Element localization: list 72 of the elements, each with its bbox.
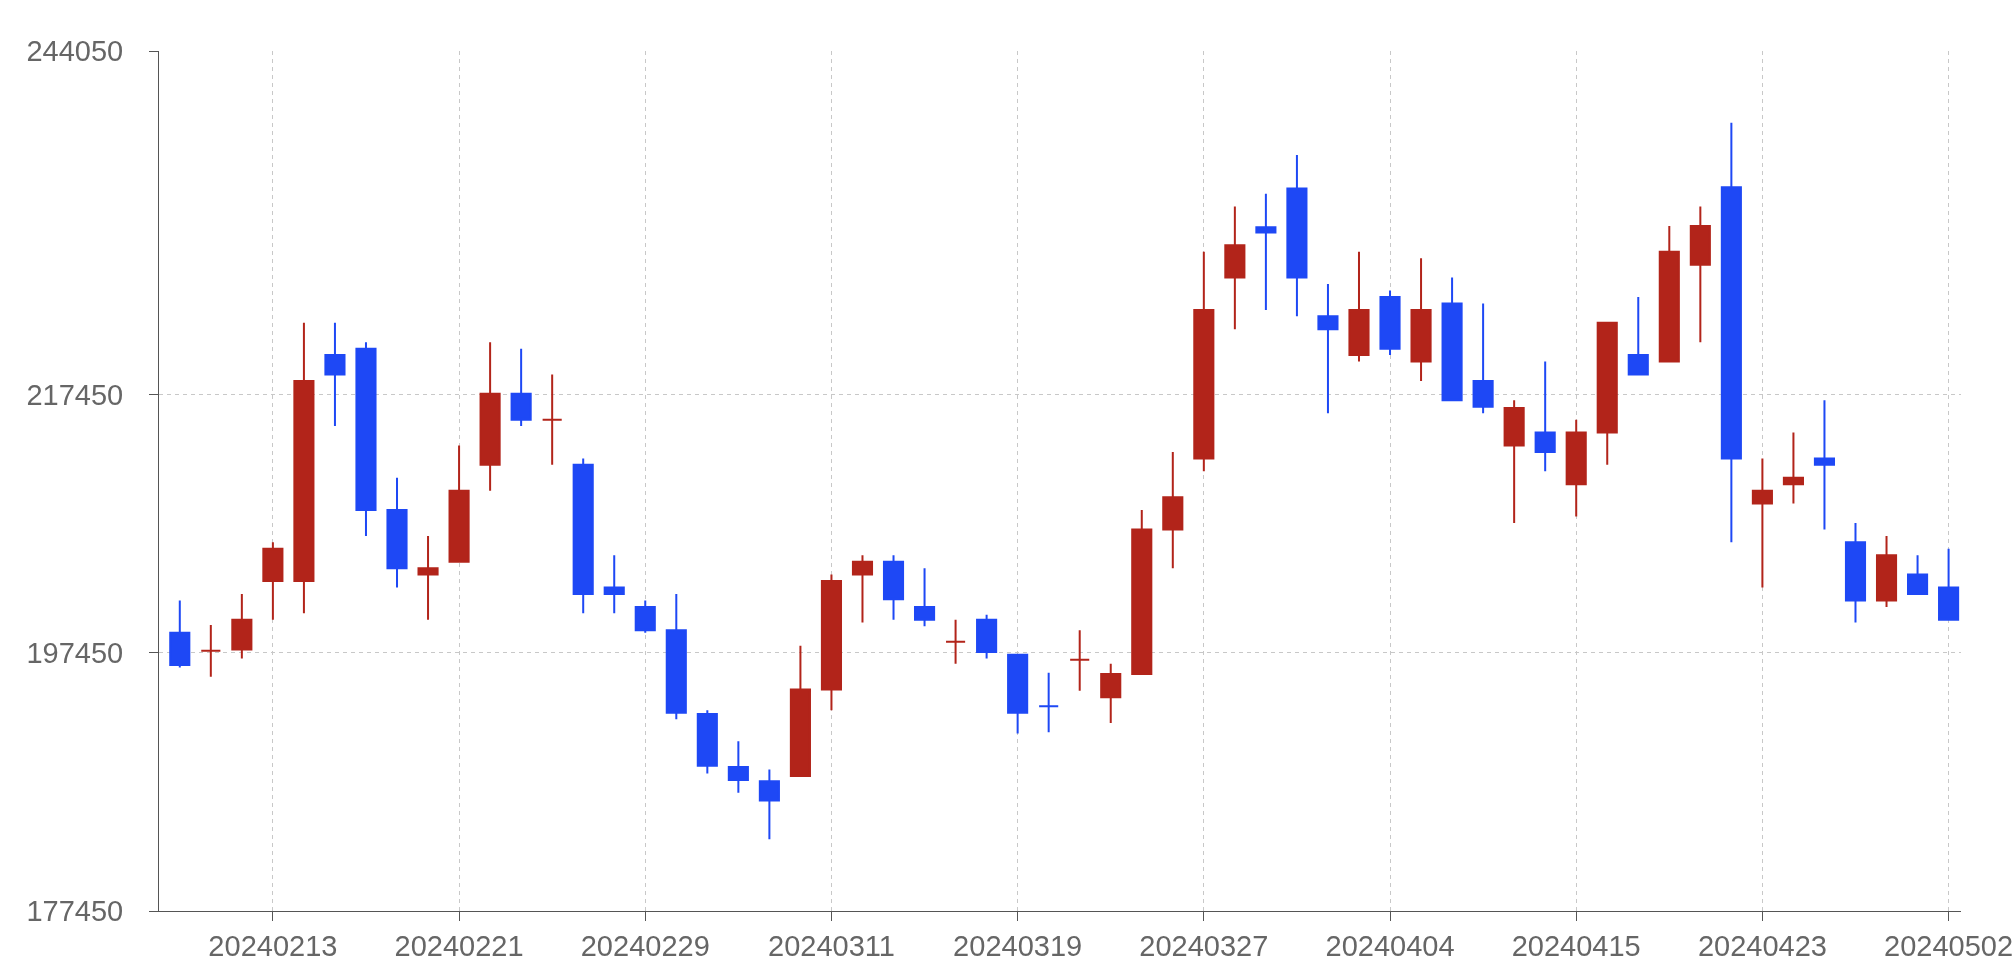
candlestick xyxy=(355,341,377,537)
candlestick xyxy=(1317,283,1339,415)
candlestick xyxy=(820,573,843,712)
candlestick xyxy=(1410,257,1432,382)
x-tick-label: 20240423 xyxy=(1697,929,1827,962)
candlestick xyxy=(913,567,936,628)
y-tick-label: 177450 xyxy=(26,895,124,928)
candlestick xyxy=(634,599,656,634)
candlestick xyxy=(1131,509,1153,676)
y-tick-label: 217450 xyxy=(26,378,124,411)
candlestick xyxy=(1689,205,1711,344)
x-tick-label: 20240229 xyxy=(580,929,710,962)
candlestick xyxy=(789,644,811,778)
candlestick xyxy=(386,476,408,589)
candlestick xyxy=(1007,653,1029,735)
x-tick-label: 20240502 xyxy=(1884,929,2014,962)
candlestick xyxy=(293,321,315,615)
candlestick xyxy=(1193,250,1215,473)
x-tick-label: 20240327 xyxy=(1139,929,1269,962)
y-tick-label: 244050 xyxy=(26,35,124,68)
candlestick xyxy=(1596,321,1618,466)
candlestick xyxy=(1038,671,1060,734)
candlestick xyxy=(1751,457,1773,589)
candlestick xyxy=(1658,224,1680,363)
candlestick xyxy=(727,740,749,794)
candlestick xyxy=(324,321,346,428)
candlestick xyxy=(1100,662,1122,725)
candlestick xyxy=(1255,192,1277,311)
candlestick xyxy=(417,534,439,621)
candlestick xyxy=(231,592,253,660)
x-tick-label: 20240404 xyxy=(1325,929,1455,962)
candlestick xyxy=(1441,276,1463,402)
candlestick xyxy=(1162,450,1184,570)
candlestick xyxy=(1813,399,1836,531)
candlestick xyxy=(169,599,191,669)
x-tick-label: 20240213 xyxy=(208,929,338,962)
candlestick xyxy=(851,554,874,624)
candlestick xyxy=(945,618,967,665)
x-tick-label: 20240319 xyxy=(953,929,1083,962)
candlestick xyxy=(448,444,470,563)
candlestick xyxy=(541,373,563,466)
candlestick xyxy=(665,592,687,721)
x-tick-label: 20240311 xyxy=(768,929,895,962)
candlestick xyxy=(696,709,718,775)
candlestick xyxy=(1534,360,1556,473)
candlestick xyxy=(479,341,501,492)
candlestick xyxy=(510,347,532,428)
candlestick xyxy=(1907,554,1929,595)
candlestick xyxy=(1627,295,1649,376)
candlestick xyxy=(200,623,222,678)
y-tick-label: 197450 xyxy=(26,636,124,669)
candlestick xyxy=(1720,121,1742,544)
candlestick xyxy=(976,613,998,660)
candlestick xyxy=(1379,289,1401,357)
candlestick xyxy=(1348,250,1370,363)
candlestick xyxy=(1472,302,1494,415)
candlestick xyxy=(1286,153,1308,318)
candlestick xyxy=(1938,547,1960,621)
candlestick xyxy=(882,554,905,621)
candlestick xyxy=(758,768,780,841)
candlestick xyxy=(1503,399,1525,524)
x-tick-label: 20240221 xyxy=(394,929,524,962)
candlestick xyxy=(1565,418,1587,518)
candlestick xyxy=(1782,431,1804,505)
candlestick xyxy=(1875,534,1898,608)
candlestick xyxy=(572,457,594,615)
x-tick-label: 20240415 xyxy=(1511,929,1641,962)
candlestick xyxy=(1844,521,1867,624)
candlestick xyxy=(262,541,284,621)
candlestick xyxy=(603,554,625,615)
candlestick xyxy=(1069,629,1091,692)
candlestick xyxy=(1224,205,1246,331)
